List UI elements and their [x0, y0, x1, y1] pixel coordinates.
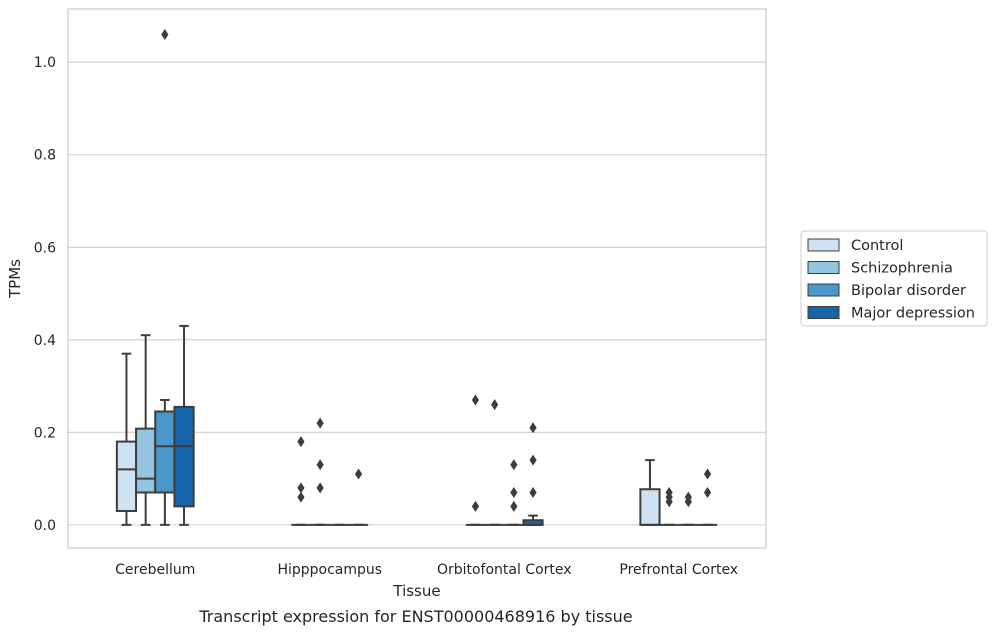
legend-label: Schizophrenia	[851, 261, 953, 277]
box-0-0	[115, 352, 138, 526]
y-axis-label: TPMs	[6, 259, 24, 299]
box-body	[639, 488, 661, 526]
outlier-point	[510, 459, 518, 471]
outlier-point	[529, 454, 537, 466]
legend-label: Bipolar disorder	[851, 283, 966, 299]
outlier-point	[316, 459, 324, 471]
chart-caption: Transcript expression for ENST0000046891…	[198, 607, 632, 626]
legend-label: Major depression	[851, 306, 975, 322]
box-0-2	[154, 28, 176, 526]
boxes-layer	[115, 28, 718, 526]
box-1-3	[348, 468, 369, 526]
box-3-2	[678, 491, 698, 526]
outlier-point	[297, 491, 305, 503]
y-tick-label: 0.6	[34, 240, 56, 256]
outlier-point	[510, 500, 518, 512]
outlier-point	[297, 436, 305, 448]
box-3-1	[659, 486, 679, 526]
y-axis-ticks: 0.0 0.2 0.4 0.6 0.8 1.0	[34, 55, 56, 534]
box-3-0	[639, 459, 661, 526]
outlier-point	[529, 486, 537, 498]
box-0-3	[173, 324, 195, 526]
outlier-point	[161, 28, 169, 40]
legend-swatch	[807, 261, 840, 274]
outlier-point	[297, 482, 305, 494]
legend-swatch	[807, 238, 840, 252]
y-tick-label: 0.8	[34, 148, 56, 164]
outlier-point	[491, 399, 499, 411]
box-2-2	[504, 459, 524, 526]
x-tick-label: Prefrontal Cortex	[619, 562, 738, 578]
outlier-point	[684, 491, 692, 503]
legend-label: Control	[851, 238, 903, 254]
outlier-point	[529, 422, 537, 434]
legend: Control Schizophrenia Bipolar disorder Majo…	[800, 230, 988, 327]
legend-swatch	[807, 306, 840, 319]
box-2-0	[465, 394, 486, 526]
outlier-point	[316, 417, 324, 429]
x-axis-ticks: Cerebellum Hipppocampus Orbitofontal Corte…	[115, 562, 738, 578]
outlier-point	[316, 482, 324, 494]
box-1-0	[291, 436, 311, 526]
outlier-point	[471, 394, 480, 406]
y-tick-label: 0.4	[34, 333, 56, 349]
legend-frame	[800, 230, 988, 327]
legend-swatch	[807, 283, 840, 297]
outlier-point	[703, 486, 712, 498]
plot-area-frame	[67, 8, 767, 549]
outlier-point	[354, 468, 363, 480]
box-2-1	[485, 399, 505, 526]
box-body	[154, 410, 176, 494]
y-tick-label: 1.0	[34, 55, 56, 71]
x-tick-label: Orbitofontal Cortex	[437, 562, 572, 578]
x-tick-label: Hipppocampus	[277, 562, 382, 578]
x-tick-label: Cerebellum	[115, 562, 195, 578]
box-body	[173, 405, 195, 508]
outlier-point	[665, 486, 673, 498]
y-tick-label: 0.0	[34, 518, 56, 534]
box-2-3	[522, 422, 544, 526]
x-axis-label: Tissue	[392, 582, 440, 600]
box-3-3	[697, 468, 718, 526]
box-0-1	[135, 334, 157, 526]
outlier-point	[510, 486, 518, 498]
outlier-point	[471, 500, 480, 512]
outlier-point	[703, 468, 712, 480]
box-body	[115, 440, 138, 512]
y-tick-label: 0.2	[34, 425, 56, 441]
box-1-1	[310, 417, 330, 526]
box-body	[135, 427, 157, 494]
